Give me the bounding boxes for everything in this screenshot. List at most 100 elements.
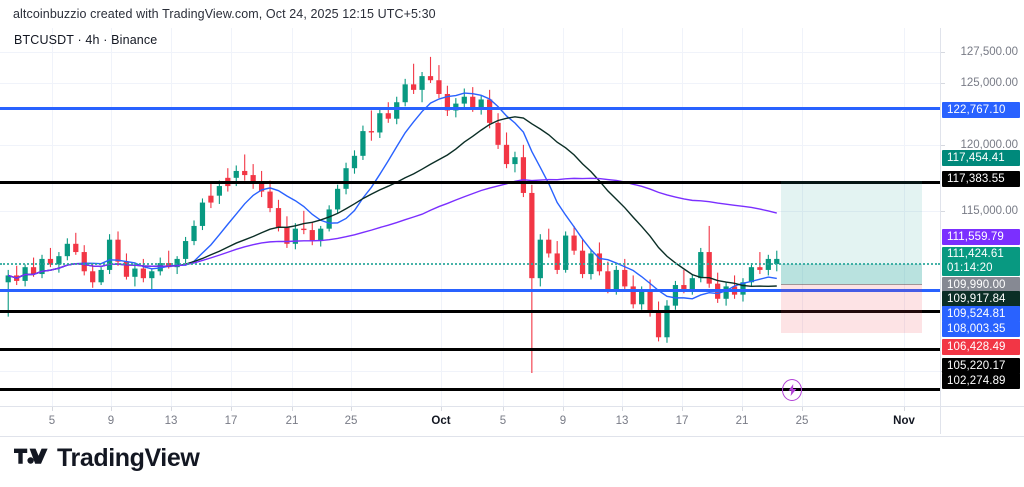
price-label-value: 105,220.17 — [947, 360, 1006, 372]
price-label-entry-grey[interactable]: 109,990.00 — [942, 277, 1020, 293]
time-tick-mark — [441, 406, 442, 411]
demand-line-105220[interactable] — [0, 347, 940, 351]
time-tick-mark — [742, 406, 743, 411]
price-label-value: 109,524.81 — [947, 308, 1006, 320]
price-label-ma-dark[interactable]: 109,917.84 — [942, 291, 1020, 307]
candle-body — [723, 286, 729, 299]
gridline-vertical — [111, 28, 112, 406]
price-label-demand-black-2[interactable]: 102,274.89 — [942, 373, 1020, 389]
candle-body — [394, 102, 400, 119]
candle-body — [774, 258, 780, 265]
bar-countdown-timer: 01:14:20 — [947, 261, 993, 274]
candle-body — [377, 113, 383, 133]
price-label-demand-black[interactable]: 105,220.17 — [942, 358, 1020, 374]
candle-body — [309, 230, 315, 242]
candle-body — [98, 269, 104, 283]
candle-body — [546, 239, 552, 254]
price-label-stop-red[interactable]: 106,428.49 — [942, 339, 1020, 355]
last-price-line[interactable] — [0, 263, 940, 266]
candle-body — [334, 188, 341, 210]
candle-body — [267, 191, 273, 209]
moving-average-line-0 — [8, 92, 777, 300]
footer-branding: TradingView — [14, 444, 200, 472]
price-label-ma-purple[interactable]: 111,559.79 — [942, 229, 1020, 245]
price-label-support-blue[interactable]: 109,524.81 — [942, 306, 1020, 322]
time-tick-mark — [111, 406, 112, 411]
gridline-vertical — [351, 28, 352, 406]
candle-body — [90, 271, 96, 283]
candle-body — [503, 144, 510, 165]
candle-body — [605, 271, 611, 290]
demand-line-102275[interactable] — [0, 388, 940, 392]
time-tick-label: Nov — [893, 415, 915, 427]
time-tick-label: 9 — [559, 415, 567, 427]
time-axis[interactable]: 5 9 13 17 21 25 Oct 5 9 13 17 21 25 Nov — [0, 406, 940, 436]
bolt-glyph-icon — [788, 384, 796, 396]
price-tick-mark — [940, 52, 945, 53]
lightning-bolt-icon[interactable] — [782, 379, 802, 401]
time-tick-mark — [171, 406, 172, 411]
price-label-last-price[interactable]: 111,424.61 01:14:20 — [942, 247, 1020, 276]
axis-separator-horizontal — [0, 405, 1024, 407]
supply-line-117384[interactable] — [0, 180, 940, 184]
gridline-vertical — [52, 28, 53, 406]
price-label-target-teal[interactable]: 117,454.41 — [942, 150, 1020, 166]
candle-body — [182, 241, 189, 259]
candle-body — [655, 312, 662, 338]
time-tick-mark — [682, 406, 683, 411]
zone-profit-dark[interactable] — [781, 264, 922, 284]
candle-body — [106, 239, 113, 270]
price-label-resistance-blue[interactable]: 122,767.10 — [942, 102, 1020, 118]
candle-body — [64, 243, 70, 257]
attribution-text: altcoinbuzzio created with TradingView.c… — [13, 7, 436, 21]
candle-body — [495, 122, 501, 145]
candle-body — [47, 258, 54, 265]
chart-legend-symbol[interactable]: BTCUSDT · 4h · Binance — [14, 33, 158, 47]
time-tick-label: Oct — [431, 415, 451, 427]
resistance-line-122767[interactable] — [0, 106, 940, 110]
candle-body — [537, 239, 543, 279]
time-tick-label: 5 — [499, 415, 507, 427]
candle-body — [664, 305, 670, 338]
time-tick-label: 21 — [735, 415, 749, 427]
time-tick-label: 17 — [224, 415, 238, 427]
gridline-vertical — [682, 28, 683, 406]
gridline-horizontal — [0, 83, 940, 84]
axis-separator-vertical — [939, 28, 941, 434]
gridline-horizontal — [0, 371, 940, 372]
candle-body — [740, 282, 746, 295]
candle-body — [157, 263, 163, 272]
chart-plot-area[interactable] — [0, 28, 940, 406]
candle-body — [571, 235, 577, 251]
price-label-value: 109,917.84 — [947, 293, 1006, 305]
candle-body — [478, 99, 484, 108]
price-label-support-blue-2[interactable]: 108,003.35 — [942, 321, 1020, 337]
support-line-109525[interactable] — [0, 288, 940, 292]
zone-profit-light[interactable] — [781, 181, 922, 265]
price-label-value: 117,383.55 — [947, 173, 1005, 185]
candle-body — [39, 258, 45, 275]
candle-body — [149, 271, 155, 279]
candle-body — [284, 227, 290, 244]
gridline-vertical — [441, 28, 442, 406]
price-axis[interactable]: 127,500.00 125,000.00 120,000.00 115,000.00… — [940, 28, 1024, 406]
candle-body — [5, 275, 11, 283]
time-tick-label: 13 — [164, 415, 178, 427]
candle-body — [174, 258, 180, 268]
candle-body — [698, 252, 704, 279]
candle-body — [444, 93, 451, 111]
tradingview-wordmark: TradingView — [57, 444, 200, 472]
position-entry-edge — [781, 283, 922, 285]
price-label-value: 122,767.10 — [947, 104, 1006, 116]
price-tick-label: 115,000.00 — [961, 205, 1018, 217]
price-label-supply-black[interactable]: 117,383.55 — [942, 171, 1020, 187]
candle-body — [368, 131, 375, 133]
candle-body — [81, 252, 87, 272]
time-tick-label: 13 — [615, 415, 629, 427]
time-tick-mark — [52, 406, 53, 411]
candle-body — [554, 253, 560, 270]
candle-body — [56, 256, 62, 265]
zone-loss[interactable] — [781, 283, 922, 333]
candle-body — [242, 170, 248, 176]
support-line-108003[interactable] — [0, 309, 940, 313]
